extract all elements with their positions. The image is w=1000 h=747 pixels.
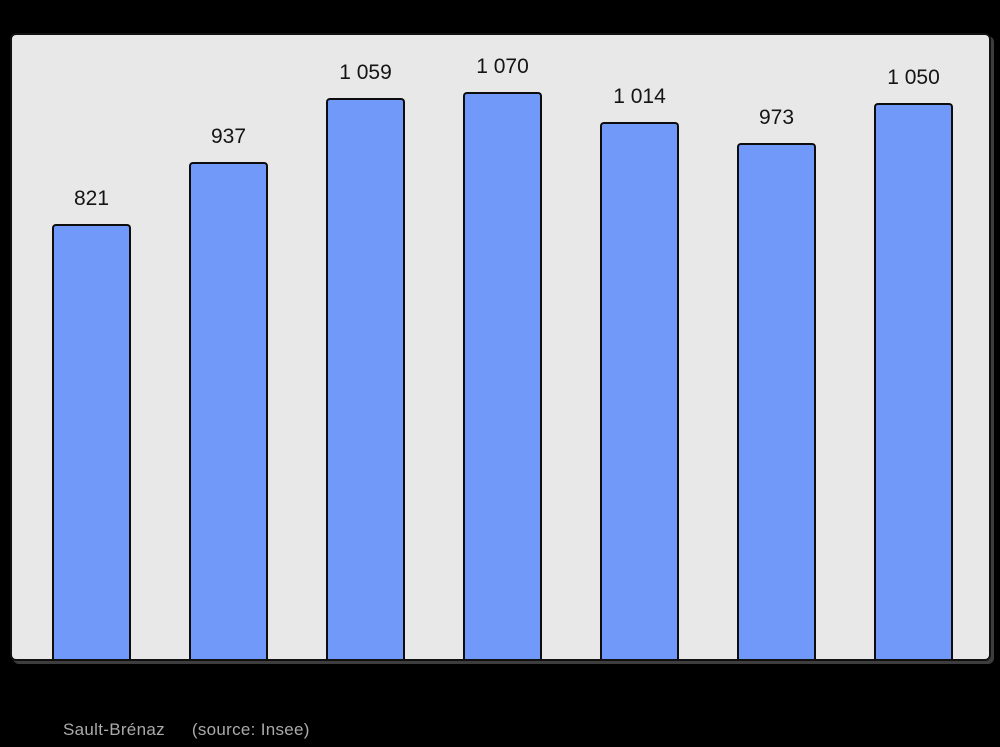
bar [737, 143, 816, 659]
bar-group: 1 059 [297, 60, 434, 659]
bar [326, 98, 405, 659]
plot-area: 821 937 1 059 1 070 1 014 973 1 050 [10, 33, 991, 661]
plot-inner: 821 937 1 059 1 070 1 014 973 1 050 [12, 35, 989, 659]
bar-value-label: 821 [73, 187, 110, 210]
bar [52, 224, 131, 659]
bar-group: 1 050 [845, 65, 982, 659]
chart-caption: Sault-Brénaz (source: Insee) [63, 719, 310, 741]
bar-group: 1 014 [571, 84, 708, 659]
caption-commune-label: Sault-Brénaz [63, 720, 165, 739]
caption-source-label: (source: Insee) [191, 720, 310, 739]
bar [189, 162, 268, 659]
bar-group: 821 [23, 186, 160, 659]
bar [463, 92, 542, 659]
bar-value-label: 1 059 [339, 61, 392, 84]
bar-value-label: 1 050 [887, 66, 940, 89]
bar-value-label: 1 014 [613, 85, 666, 108]
bar-group: 1 070 [434, 54, 571, 659]
bar-value-label: 937 [210, 125, 247, 148]
bar-group: 937 [160, 124, 297, 659]
bar-group: 973 [708, 105, 845, 659]
bar [600, 122, 679, 659]
bar-value-label: 1 070 [476, 55, 529, 78]
bar-value-label: 973 [758, 106, 795, 129]
bar [874, 103, 953, 659]
